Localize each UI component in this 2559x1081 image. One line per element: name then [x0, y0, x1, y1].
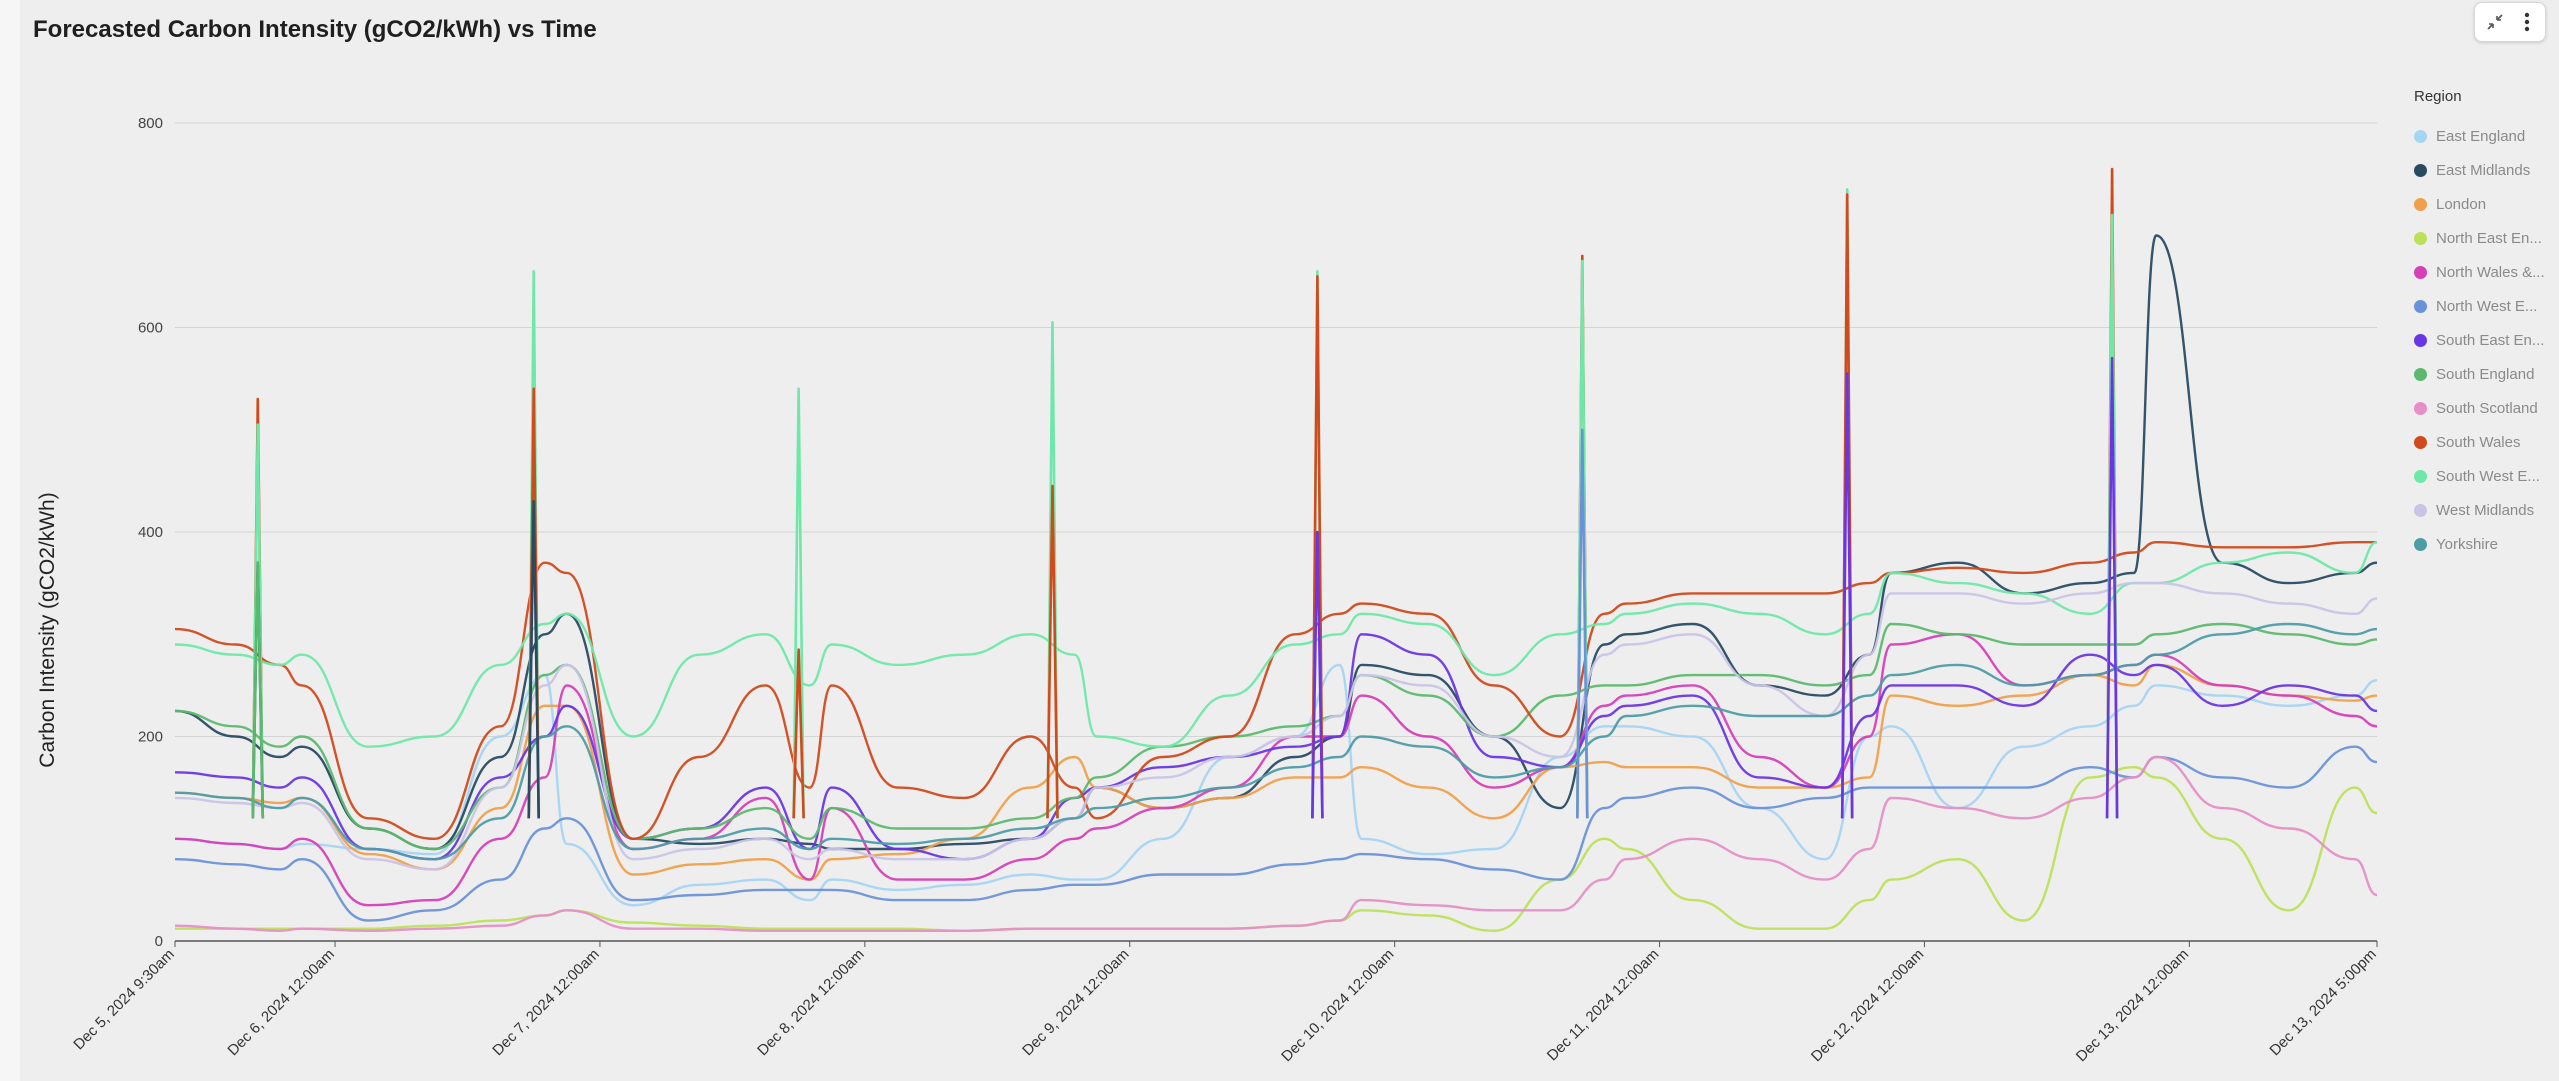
legend-swatch: [2414, 537, 2427, 551]
legend-label: East Midlands: [2436, 161, 2531, 179]
series-line-london: [174, 663, 2378, 881]
series-line-south-east-en-: [174, 633, 2378, 861]
legend-label: East England: [2436, 127, 2526, 145]
legend-item[interactable]: East Midlands: [2414, 153, 2559, 187]
legend-swatch: [2414, 503, 2427, 517]
series-line-south-scotland: [174, 755, 2378, 933]
x-tick-label: Dec 10, 2024 12:00am: [1278, 946, 1397, 1065]
series-line-south-wales: [174, 541, 2377, 840]
x-tick-label: Dec 13, 2024 5:00pm: [2266, 946, 2379, 1059]
y-tick-label: 400: [138, 524, 163, 541]
series-line-south-west-e-: [174, 541, 2378, 748]
collapse-button[interactable]: [2481, 8, 2509, 36]
legend-swatch: [2414, 435, 2427, 449]
y-tick-label: 0: [155, 933, 163, 950]
spike-south-wales: [1311, 275, 1324, 819]
legend-label: South England: [2436, 365, 2535, 383]
legend-swatch: [2414, 299, 2427, 313]
legend-item[interactable]: East England: [2414, 119, 2559, 153]
legend-swatch: [2414, 163, 2427, 177]
series-line-east-england: [174, 663, 2378, 907]
legend-label: South Scotland: [2436, 399, 2538, 417]
spike-south-east-en-: [2105, 356, 2119, 819]
legend-item[interactable]: North Wales &...: [2414, 255, 2559, 289]
legend-item[interactable]: South England: [2414, 357, 2559, 391]
legend-label: South Wales: [2436, 433, 2521, 451]
collapse-arrows-icon: [2487, 14, 2503, 30]
legend-item[interactable]: South West E...: [2414, 459, 2559, 493]
vertical-dots-icon: [2524, 12, 2530, 32]
more-options-button[interactable]: [2513, 8, 2541, 36]
legend-item[interactable]: South East En...: [2414, 323, 2559, 357]
series-line-north-west-e-: [174, 745, 2378, 922]
x-tick-label: Dec 9, 2024 12:00am: [1019, 946, 1132, 1059]
legend-label: North Wales &...: [2436, 263, 2545, 281]
spike-south-wales: [792, 648, 805, 819]
legend-item[interactable]: South Wales: [2414, 425, 2559, 459]
spike-south-east-en-: [1840, 372, 1854, 819]
y-tick-label: 600: [138, 320, 163, 337]
legend-item[interactable]: London: [2414, 187, 2559, 221]
x-tick-label: Dec 11, 2024 12:00am: [1544, 946, 1663, 1065]
legend-label: North East En...: [2436, 229, 2542, 247]
legend-label: North West E...: [2436, 297, 2538, 315]
spike-south-west-e-: [792, 387, 805, 819]
y-tick-label: 200: [138, 729, 163, 746]
legend-swatch: [2414, 231, 2427, 245]
y-tick-label: 800: [138, 115, 163, 132]
legend-item[interactable]: North West E...: [2414, 289, 2559, 323]
legend-item[interactable]: Yorkshire: [2414, 527, 2559, 561]
x-tick-label: Dec 7, 2024 12:00am: [489, 946, 602, 1059]
chart-title: Forecasted Carbon Intensity (gCO2/kWh) v…: [33, 16, 597, 43]
series-line-north-east-en-: [175, 766, 2378, 932]
left-edge-strip: [0, 0, 20, 1081]
x-tick-label: Dec 6, 2024 12:00am: [224, 946, 337, 1059]
legend-label: South East En...: [2436, 331, 2545, 349]
legend-label: West Midlands: [2436, 501, 2535, 519]
x-tick-label: Dec 8, 2024 12:00am: [754, 946, 867, 1059]
spike-south-east-en-: [1311, 530, 1324, 819]
chart-toolbar: [2474, 2, 2546, 42]
legend-item[interactable]: South Scotland: [2414, 391, 2559, 425]
series-line-west-midlands: [174, 581, 2378, 871]
legend-swatch: [2414, 401, 2427, 415]
x-tick-label: Dec 12, 2024 12:00am: [1808, 946, 1927, 1065]
legend-swatch: [2414, 333, 2427, 347]
spike-south-england: [251, 561, 265, 819]
x-tick-label: Dec 5, 2024 9:30am: [70, 946, 178, 1054]
x-tick-label: Dec 13, 2024 12:00am: [2073, 946, 2192, 1065]
legend-swatch: [2414, 129, 2427, 143]
legend-label: Yorkshire: [2436, 535, 2498, 553]
legend: Region East England East Midlands London No…: [2414, 88, 2559, 561]
legend-swatch: [2414, 469, 2427, 483]
spike-east-midlands: [527, 500, 541, 819]
legend-item[interactable]: West Midlands: [2414, 493, 2559, 527]
legend-swatch: [2414, 197, 2427, 211]
spike-north-west-e-: [1575, 428, 1589, 819]
legend-title: Region: [2414, 88, 2462, 105]
legend-label: London: [2436, 195, 2487, 213]
legend-label: South West E...: [2436, 467, 2540, 485]
legend-swatch: [2414, 265, 2427, 279]
legend-swatch: [2414, 367, 2427, 381]
series-line-north-wales-: [174, 633, 2378, 907]
legend-items: East England East Midlands London North Eas…: [2414, 119, 2559, 561]
spike-south-wales: [1046, 484, 1059, 819]
legend-item[interactable]: North East En...: [2414, 221, 2559, 255]
